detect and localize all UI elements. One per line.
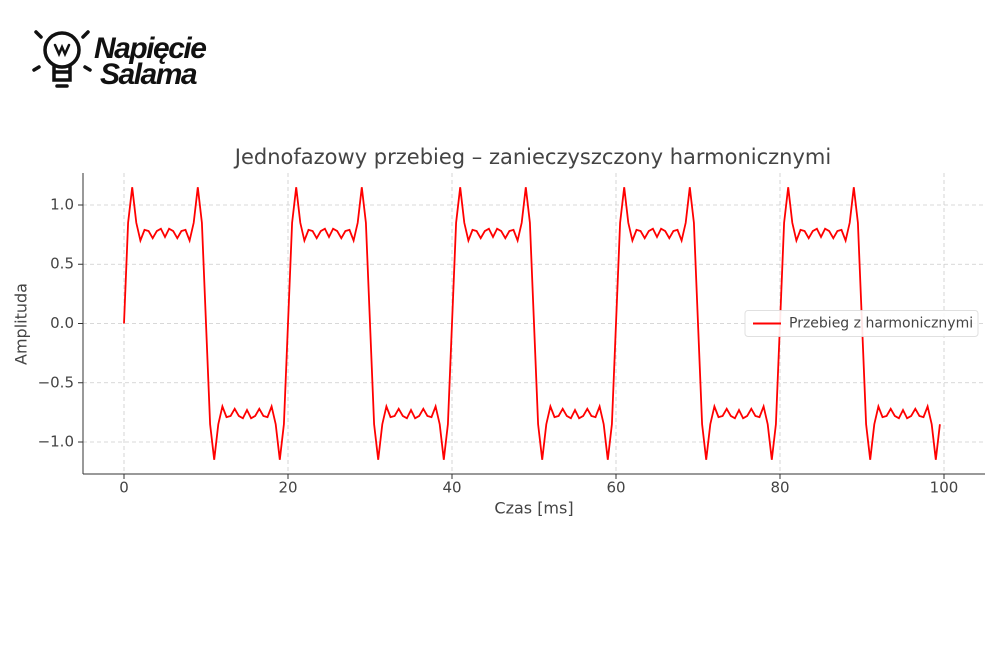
y-tick-label: −1.0 (38, 433, 74, 451)
x-tick-label: 60 (606, 479, 625, 497)
x-axis-label: Czas [ms] (494, 499, 573, 518)
legend-label: Przebieg z harmonicznymi (789, 316, 973, 332)
x-tick-label: 40 (442, 479, 461, 497)
y-axis-label: Amplituda (12, 283, 31, 365)
x-tick-label: 80 (770, 479, 789, 497)
chart-title: Jednofazowy przebieg – zanieczyszczony h… (233, 145, 831, 169)
logo-text: Salama (100, 58, 197, 91)
logo-icon (32, 30, 92, 88)
x-tick-label: 0 (119, 479, 129, 497)
data-line (123, 187, 941, 460)
logo-text: Napięcie (94, 32, 206, 65)
y-tick-label: 0.0 (50, 314, 74, 332)
y-tick-label: 1.0 (50, 195, 74, 213)
legend-box (744, 310, 979, 337)
x-tick-label: 20 (278, 479, 297, 497)
x-tick-label: 100 (930, 479, 959, 497)
y-tick-label: −0.5 (38, 373, 74, 391)
y-tick-label: 0.5 (50, 255, 74, 273)
